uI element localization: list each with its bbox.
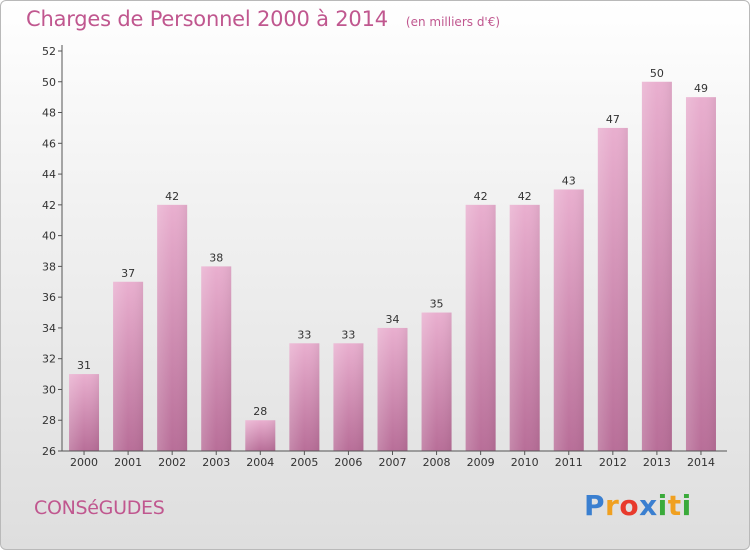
bars-layer: 31 37 42 38 28 33 33 34 35 42 42 43 47 50 49 [69,67,716,452]
bar-shade-2010 [509,204,540,451]
x-tick-label: 2000 [70,456,98,469]
x-tick-label: 2011 [555,456,583,469]
chart-title: Charges de Personnel 2000 à 2014 [26,7,388,31]
data-label-2001: 37 [121,267,135,280]
y-tick-label: 52 [42,45,56,58]
data-label-2012: 47 [606,113,620,126]
x-tick-label: 2009 [467,456,495,469]
bar-shade-2004 [245,420,276,451]
x-tick-label: 2006 [334,456,362,469]
bar-shade-2006 [333,343,364,451]
data-label-2009: 42 [474,190,488,203]
x-tick-label: 2014 [687,456,715,469]
axes-layer: 2000 2001 2002 2003 2004 2005 2006 2007 2008 2009… [42,45,727,469]
bar-shade-2008 [421,312,452,451]
y-tick-label: 36 [42,291,56,304]
x-tick-label: 2012 [599,456,627,469]
data-label-2014: 49 [694,82,708,95]
data-label-2010: 42 [518,190,532,203]
bar-shade-2005 [289,343,320,451]
x-tick-label: 2008 [423,456,451,469]
logo-letter: i [657,489,668,522]
y-tick-label: 28 [42,414,56,427]
data-label-2003: 38 [209,251,223,264]
bar-shade-2014 [685,97,716,452]
y-tick-label: 44 [42,168,56,181]
x-tick-label: 2013 [643,456,671,469]
bar-shade-2013 [641,81,672,452]
logo-letter: r [605,489,620,522]
title-block: Charges de Personnel 2000 à 2014 (en mill… [26,7,500,31]
bar-shade-2012 [597,127,628,451]
commune-name: CONSéGUDES [34,497,165,519]
data-label-2013: 50 [650,67,664,80]
y-tick-label: 40 [42,230,56,243]
chart-unit: (en milliers d'€) [405,15,501,29]
data-label-2007: 34 [386,313,400,326]
data-label-2000: 31 [77,359,91,372]
y-tick-label: 32 [42,353,56,366]
y-tick-label: 38 [42,260,56,273]
logo-letter: x [639,489,658,522]
y-tick-label: 26 [42,445,56,458]
logo-letter: o [619,489,640,522]
bar-shade-2007 [377,327,408,451]
y-tick-label: 48 [42,107,56,120]
bar-shade-2001 [113,281,144,451]
bar-shade-2000 [69,374,100,451]
data-label-2008: 35 [430,298,444,311]
y-tick-label: 50 [42,76,56,89]
y-tick-label: 34 [42,322,56,335]
x-tick-label: 2001 [114,456,142,469]
x-tick-label: 2003 [202,456,230,469]
x-tick-label: 2010 [511,456,539,469]
x-tick-label: 2004 [246,456,274,469]
logo-letter: i [681,489,692,522]
data-label-2006: 33 [341,328,355,341]
logo-letter: t [667,489,682,522]
proxiti-logo: Proxiti [584,489,692,522]
bar-shade-2011 [553,189,584,451]
bar-shade-2003 [201,266,232,451]
bar-shade-2002 [157,204,188,451]
data-label-2011: 43 [562,174,576,187]
bar-shade-2009 [465,204,496,451]
x-tick-label: 2002 [158,456,186,469]
y-tick-label: 46 [42,137,56,150]
x-tick-label: 2007 [379,456,407,469]
x-tick-label: 2005 [290,456,318,469]
logo-letter: P [584,489,606,522]
data-label-2004: 28 [253,405,267,418]
data-label-2005: 33 [297,328,311,341]
y-tick-label: 42 [42,199,56,212]
y-tick-label: 30 [42,383,56,396]
data-label-2002: 42 [165,190,179,203]
